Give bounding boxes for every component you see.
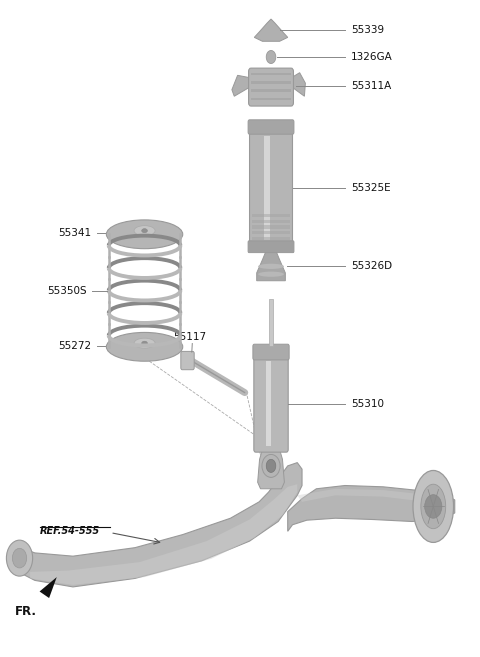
Bar <box>252 225 290 229</box>
Bar <box>252 237 290 240</box>
Circle shape <box>425 495 442 518</box>
FancyBboxPatch shape <box>248 120 294 134</box>
Ellipse shape <box>107 220 183 249</box>
Text: 55325E: 55325E <box>351 183 390 193</box>
Polygon shape <box>232 76 251 97</box>
Ellipse shape <box>12 549 27 568</box>
FancyBboxPatch shape <box>181 351 194 370</box>
Polygon shape <box>16 463 302 587</box>
Ellipse shape <box>134 338 155 348</box>
Text: 55310: 55310 <box>351 399 384 409</box>
Polygon shape <box>39 577 57 598</box>
Text: 55341: 55341 <box>58 228 91 238</box>
Bar <box>252 219 290 223</box>
Polygon shape <box>297 489 450 507</box>
Bar <box>269 299 274 346</box>
Bar <box>251 81 291 83</box>
Text: 55272: 55272 <box>58 340 91 351</box>
Ellipse shape <box>134 225 155 236</box>
Circle shape <box>265 461 277 477</box>
Bar <box>251 89 291 92</box>
FancyBboxPatch shape <box>249 68 293 106</box>
Text: FR.: FR. <box>15 604 37 618</box>
Bar <box>252 231 290 235</box>
Text: 55339: 55339 <box>351 24 384 35</box>
Ellipse shape <box>262 455 280 478</box>
Ellipse shape <box>142 229 147 233</box>
Bar <box>264 136 270 240</box>
FancyBboxPatch shape <box>250 129 292 247</box>
Polygon shape <box>254 19 288 41</box>
Text: 55311A: 55311A <box>351 81 391 91</box>
Text: 1326GA: 1326GA <box>351 52 393 62</box>
Ellipse shape <box>258 263 284 269</box>
Ellipse shape <box>258 271 284 277</box>
Circle shape <box>266 459 276 472</box>
Bar <box>252 214 290 217</box>
Polygon shape <box>288 486 455 532</box>
Polygon shape <box>257 243 285 281</box>
Bar <box>251 97 291 100</box>
Polygon shape <box>258 446 284 489</box>
FancyBboxPatch shape <box>248 241 294 252</box>
FancyBboxPatch shape <box>254 355 288 452</box>
Text: 55326D: 55326D <box>351 261 392 271</box>
Text: REF.54-555: REF.54-555 <box>39 526 100 536</box>
Polygon shape <box>291 73 305 97</box>
Ellipse shape <box>6 540 33 576</box>
Ellipse shape <box>421 484 446 529</box>
FancyBboxPatch shape <box>253 344 289 360</box>
Circle shape <box>266 51 276 64</box>
Text: 55117: 55117 <box>173 332 206 342</box>
Ellipse shape <box>142 341 147 345</box>
Bar <box>251 73 291 76</box>
Bar <box>266 361 271 446</box>
Text: 55350S: 55350S <box>47 286 86 296</box>
Polygon shape <box>30 484 297 585</box>
Ellipse shape <box>107 332 183 361</box>
Ellipse shape <box>413 470 454 543</box>
